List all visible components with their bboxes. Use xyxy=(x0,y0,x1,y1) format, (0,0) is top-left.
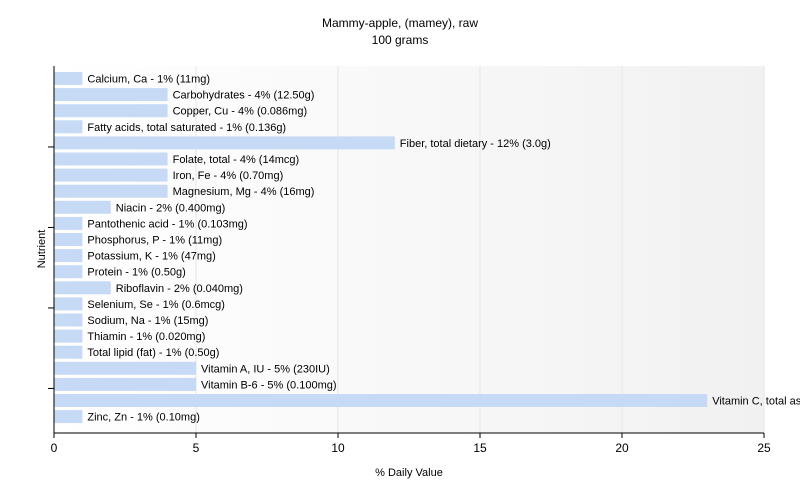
bar xyxy=(54,216,83,230)
bar-label: Total lipid (fat) - 1% (0.50g) xyxy=(87,347,219,359)
x-tick-label: 15 xyxy=(473,441,487,455)
bar xyxy=(54,233,83,246)
bar xyxy=(54,72,83,85)
chart-title: Mammy-apple, (mamey), raw xyxy=(322,16,478,30)
bar xyxy=(54,281,111,295)
bar-label: Iron, Fe - 4% (0.70mg) xyxy=(173,170,284,182)
bar xyxy=(54,377,196,391)
bar xyxy=(54,265,83,279)
x-tick-label: 5 xyxy=(193,441,200,455)
x-tick-label: 25 xyxy=(757,441,771,455)
bar-label: Copper, Cu - 4% (0.086mg) xyxy=(173,106,308,118)
bar-label: Niacin - 2% (0.400mg) xyxy=(116,202,225,214)
bar xyxy=(54,168,168,182)
bar xyxy=(54,313,83,327)
x-axis-label: % Daily Value xyxy=(375,467,443,479)
bar-label: Selenium, Se - 1% (0.6mcg) xyxy=(87,299,225,311)
bar xyxy=(54,361,196,375)
bar xyxy=(54,297,83,311)
bar xyxy=(54,410,83,424)
bar xyxy=(54,120,83,134)
bar xyxy=(54,394,708,407)
bar-label: Protein - 1% (0.50g) xyxy=(87,267,185,279)
axes: 0 5 10 15 20 25 xyxy=(48,66,771,455)
bar-label: Phosphorus, P - 1% (11mg) xyxy=(87,235,222,247)
bar-label: Magnesium, Mg - 4% (16mg) xyxy=(173,186,315,198)
bar-label: Fiber, total dietary - 12% (3.0g) xyxy=(400,138,551,150)
y-axis-label: Nutrient xyxy=(36,230,48,269)
bars-group: Calcium, Ca - 1% (11mg) Carbohydrates - 4… xyxy=(54,72,800,424)
chart-subtitle: 100 grams xyxy=(372,33,429,47)
bar-label: Zinc, Zn - 1% (0.10mg) xyxy=(87,412,199,424)
bar-label: Vitamin C, total ascorbic acid - 23% (14… xyxy=(712,396,800,408)
bar-label: Carbohydrates - 4% (12.50g) xyxy=(173,90,315,102)
bar xyxy=(54,88,168,102)
x-tick-label: 0 xyxy=(51,441,58,455)
bar-label: Fatty acids, total saturated - 1% (0.136… xyxy=(87,122,286,134)
bar-label: Calcium, Ca - 1% (11mg) xyxy=(87,74,210,86)
x-tick-label: 20 xyxy=(615,441,629,455)
bar-label: Riboflavin - 2% (0.040mg) xyxy=(116,283,243,295)
bar xyxy=(54,136,395,150)
bar xyxy=(54,104,168,118)
bar-label: Thiamin - 1% (0.020mg) xyxy=(87,331,205,343)
bar xyxy=(54,152,168,166)
bar xyxy=(54,200,111,214)
bar xyxy=(54,249,83,263)
bar-label: Potassium, K - 1% (47mg) xyxy=(87,251,215,263)
bar xyxy=(54,329,83,343)
bar-label: Pantothenic acid - 1% (0.103mg) xyxy=(87,218,247,230)
x-tick-label: 10 xyxy=(331,441,345,455)
bar xyxy=(54,184,168,198)
bar-label: Sodium, Na - 1% (15mg) xyxy=(87,315,208,327)
bar-label: Folate, total - 4% (14mcg) xyxy=(173,154,300,166)
bar xyxy=(54,345,83,359)
bar-label: Vitamin A, IU - 5% (230IU) xyxy=(201,363,330,375)
bar-label: Vitamin B-6 - 5% (0.100mg) xyxy=(201,379,337,391)
